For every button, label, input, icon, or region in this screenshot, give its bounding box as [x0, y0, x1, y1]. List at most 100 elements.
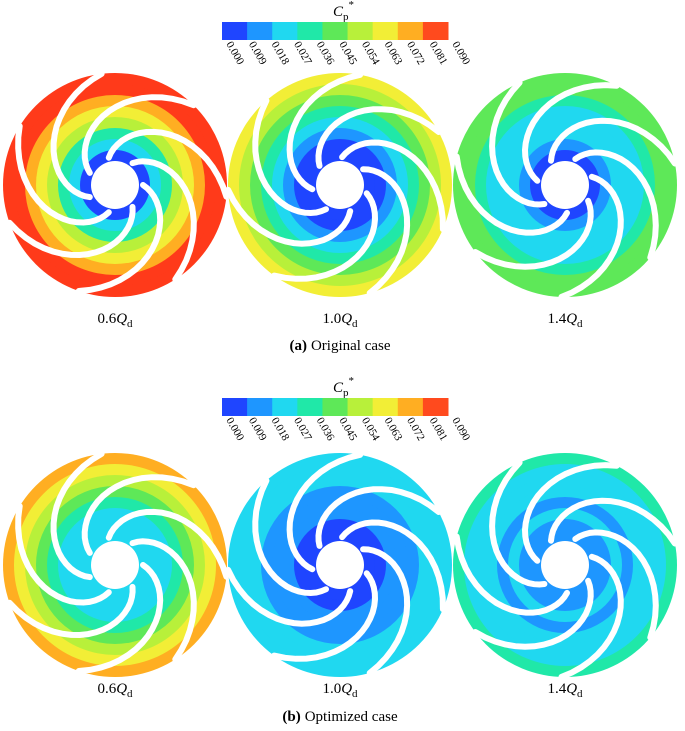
subscript: p: [343, 387, 349, 399]
condition-label: 1.0Qd: [322, 681, 358, 700]
blade: [558, 553, 624, 680]
coefficient: 1.4: [547, 681, 566, 697]
colorbar-tick-label: 0.090: [449, 40, 472, 68]
coefficient: 1.0: [322, 681, 341, 697]
colorbar-segment: [222, 398, 248, 416]
blade: [548, 497, 678, 547]
colorbar-tick-label: 0.045: [336, 416, 359, 444]
flow-symbol: Q: [566, 681, 577, 697]
subscript: d: [127, 318, 133, 330]
coefficient: 0.6: [97, 311, 116, 327]
blade: [315, 486, 442, 549]
colorbar-segment: [397, 22, 424, 40]
blade: [129, 538, 197, 663]
blade: [360, 546, 411, 676]
condition-label: 1.4Qd: [547, 681, 583, 700]
colorbar-tick-label: 0.027: [291, 416, 314, 444]
condition-label: 1.4Qd: [547, 311, 583, 330]
coefficient: 1.4: [547, 311, 566, 327]
subscript: d: [577, 318, 583, 330]
blade: [252, 477, 329, 597]
colorbar-segment: [372, 22, 399, 40]
blade: [453, 533, 570, 616]
colorbar-tick-label: 0.072: [404, 416, 427, 443]
caption-label: (b): [282, 709, 300, 725]
superscript: *: [349, 0, 355, 11]
colorbar-tick-label: 0.081: [427, 416, 450, 443]
hub: [316, 161, 364, 209]
subscript: d: [352, 318, 358, 330]
blade: [572, 529, 659, 641]
blade: [252, 97, 329, 217]
flow-symbol: Q: [116, 681, 127, 697]
blade: [271, 570, 379, 662]
impeller: [225, 71, 452, 297]
symbol: C: [333, 4, 344, 20]
caption-text: Original case: [311, 338, 391, 354]
hub: [91, 161, 139, 209]
colorbar-segment: [347, 398, 374, 416]
blade: [81, 474, 197, 556]
colorbar-segment: [422, 398, 449, 416]
colorbar-tick-label: 0.009: [246, 40, 269, 68]
blade: [15, 123, 112, 226]
subscript: d: [352, 688, 358, 700]
hub: [541, 541, 589, 589]
blade: [286, 451, 364, 573]
subscript: d: [127, 688, 133, 700]
impeller: [453, 73, 678, 300]
condition-label: 1.0Qd: [322, 311, 358, 330]
blade: [105, 128, 230, 200]
blade: [286, 71, 364, 193]
colorbar-tick-label: 0.045: [336, 40, 359, 68]
flow-symbol: Q: [116, 311, 127, 327]
colorbar-tick-label: 0.036: [314, 40, 337, 68]
colorbar-title: Cp*: [333, 375, 354, 399]
coefficient: 1.0: [322, 311, 341, 327]
impeller: [3, 70, 230, 297]
flow-symbol: Q: [341, 681, 352, 697]
subscript: d: [577, 688, 583, 700]
colorbar-tick-label: 0.054: [359, 416, 382, 444]
blade: [225, 566, 354, 627]
coefficient: 0.6: [97, 681, 116, 697]
blade: [75, 562, 164, 674]
blade: [315, 106, 442, 169]
blade: [75, 182, 164, 294]
blade: [6, 203, 136, 259]
blade: [339, 139, 446, 233]
colorbar-segment: [247, 398, 273, 416]
caption: (b) Optimized case: [282, 709, 398, 725]
flow-symbol: Q: [341, 311, 352, 327]
blade: [81, 94, 197, 176]
colorbar-tick-label: 0.063: [382, 416, 405, 444]
impeller: [3, 450, 230, 677]
blade: [15, 503, 112, 606]
colorbar-tick-label: 0.009: [246, 416, 269, 444]
colorbar-tick-label: 0.090: [449, 416, 472, 444]
superscript: *: [349, 375, 355, 387]
colorbar-tick-label: 0.000: [223, 40, 246, 68]
colorbar-segment: [322, 22, 349, 40]
blade: [339, 519, 446, 613]
blade: [453, 153, 570, 236]
blade: [489, 79, 548, 208]
colorbar-tick-label: 0.000: [223, 416, 246, 444]
colorbar-tick-label: 0.081: [427, 40, 450, 67]
blade: [521, 82, 620, 184]
blade: [129, 158, 197, 283]
impeller: [453, 453, 678, 680]
colorbar-tick-label: 0.018: [269, 416, 292, 444]
blade: [360, 166, 411, 296]
colorbar-tick-label: 0.018: [269, 40, 292, 68]
colorbar-segment: [397, 398, 424, 416]
blade: [50, 450, 105, 581]
colorbar-segment: [272, 22, 298, 40]
blade: [489, 459, 548, 588]
blade: [105, 508, 230, 580]
colorbar-segment: [372, 398, 399, 416]
blade: [50, 70, 105, 201]
colorbar-tick-label: 0.072: [404, 40, 427, 67]
blade: [6, 583, 136, 639]
